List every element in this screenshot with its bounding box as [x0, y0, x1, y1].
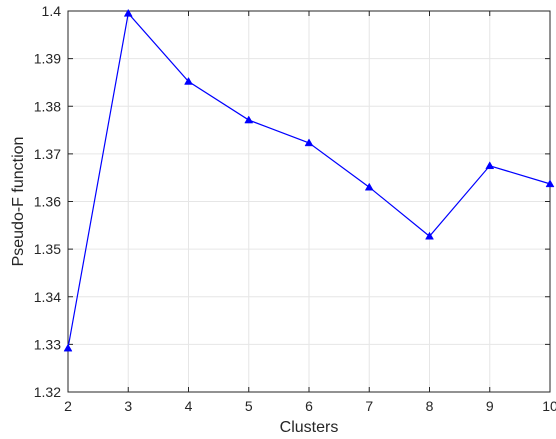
data-point-marker	[485, 161, 495, 170]
data-point-marker	[63, 343, 73, 352]
x-tick-labels: 2 3 4 5 6 7 8 9 10	[64, 398, 556, 414]
y-tick-label: 1.33	[34, 336, 61, 352]
x-axis-title: Clusters	[280, 419, 339, 436]
x-tick-label: 4	[185, 398, 193, 414]
data-series	[63, 8, 555, 352]
x-tick-label: 6	[305, 398, 313, 414]
y-tick-label: 1.32	[34, 384, 61, 400]
data-point-marker	[545, 179, 555, 188]
y-tick-label: 1.37	[34, 146, 61, 162]
x-tick-label: 5	[245, 398, 253, 414]
data-point-marker	[123, 8, 133, 17]
x-tick-label: 3	[124, 398, 132, 414]
y-tick-label: 1.39	[34, 51, 61, 67]
data-point-marker	[304, 138, 314, 147]
data-point-marker	[184, 76, 193, 85]
y-tick-label: 1.36	[34, 194, 61, 210]
axes	[67, 10, 551, 393]
y-tick-label: 1.4	[42, 3, 62, 19]
x-tick-label: 10	[542, 398, 556, 414]
x-tick-label: 7	[365, 398, 373, 414]
data-point-marker	[244, 115, 254, 124]
data-point-marker	[364, 182, 374, 191]
x-tick-label: 2	[64, 398, 72, 414]
y-tick-label: 1.35	[34, 241, 61, 257]
data-point-marker	[425, 231, 434, 240]
y-tick-label: 1.38	[34, 98, 61, 114]
y-axis-title: Pseudo-F function	[10, 137, 27, 267]
y-tick-label: 1.34	[34, 289, 61, 305]
y-tick-labels: 1.32 1.33 1.34 1.35 1.36 1.37 1.38 1.39 1.4	[34, 3, 61, 400]
x-tick-label: 9	[486, 398, 494, 414]
x-tick-label: 8	[426, 398, 434, 414]
